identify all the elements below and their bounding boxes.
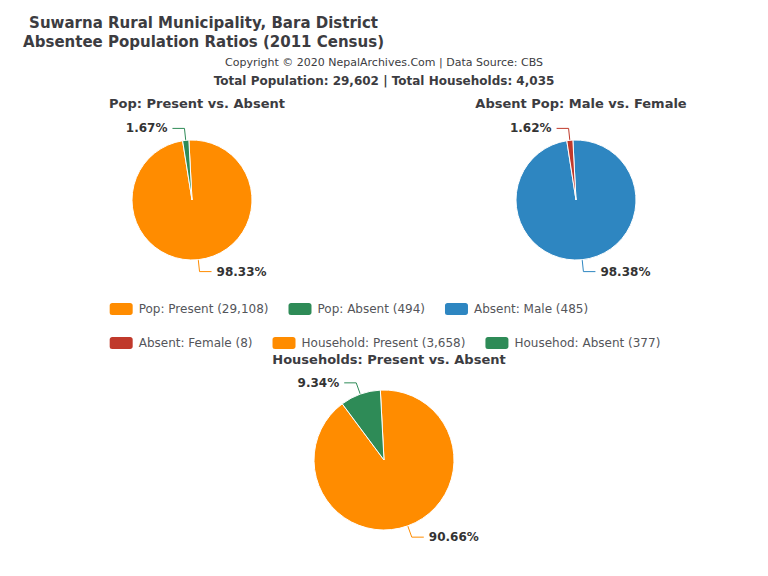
svg-text:Absentee Population Ratios (20: Absentee Population Ratios (2011 Census) [23, 33, 384, 51]
svg-text:Pop: Present vs. Absent: Pop: Present vs. Absent [109, 96, 285, 111]
svg-text:Absent: Female (8): Absent: Female (8) [139, 336, 253, 350]
svg-text:Suwarna Rural Municipality, Ba: Suwarna Rural Municipality, Bara Distric… [29, 14, 378, 32]
svg-text:Househod: Absent (377): Househod: Absent (377) [514, 336, 660, 350]
svg-text:1.62%: 1.62% [510, 121, 552, 135]
svg-text:Household: Present (3,658): Household: Present (3,658) [302, 336, 466, 350]
svg-text:9.34%: 9.34% [298, 376, 340, 390]
svg-text:Pop: Absent (494): Pop: Absent (494) [318, 302, 425, 316]
svg-text:Copyright © 2020 NepalArchives: Copyright © 2020 NepalArchives.Com | Dat… [225, 56, 543, 69]
svg-text:Pop: Present (29,108): Pop: Present (29,108) [139, 302, 269, 316]
svg-text:Absent Pop: Male vs. Female: Absent Pop: Male vs. Female [475, 96, 687, 111]
svg-text:1.67%: 1.67% [126, 121, 168, 135]
svg-text:90.66%: 90.66% [429, 530, 479, 544]
svg-text:Households: Present vs. Absent: Households: Present vs. Absent [272, 352, 505, 367]
svg-text:98.33%: 98.33% [217, 265, 267, 279]
svg-text:98.38%: 98.38% [600, 265, 650, 279]
svg-text:Absent: Male (485): Absent: Male (485) [474, 302, 588, 316]
svg-text:Total Population: 29,602 | Tot: Total Population: 29,602 | Total Househo… [214, 74, 555, 88]
